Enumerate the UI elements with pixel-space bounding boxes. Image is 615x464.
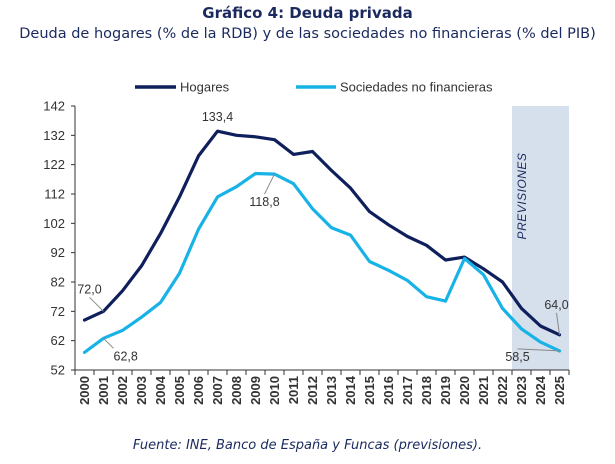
annotation-leader [517, 348, 560, 352]
data-annotations: 72,0 133,4 64,0 62,8 118,8 58,5 [77, 110, 568, 364]
y-tick-label: 92 [51, 245, 65, 260]
chart-subtitle: Deuda de hogares (% de la RDB) y de las … [19, 26, 596, 42]
x-tick-label: 2017 [400, 376, 415, 405]
data-label: 133,4 [202, 110, 233, 124]
y-tick-label: 132 [43, 128, 65, 143]
x-tick-label: 2000 [77, 376, 92, 405]
y-tick-label: 72 [51, 304, 65, 319]
y-tick-label: 62 [51, 333, 65, 348]
annotation-leader [264, 173, 275, 195]
y-tick-label: 82 [51, 275, 65, 290]
x-tick-label: 2003 [134, 376, 149, 405]
x-tick-label: 2007 [210, 376, 225, 405]
x-tick-label: 2024 [533, 375, 548, 405]
forecast-label: PREVISIONES [515, 153, 529, 240]
x-tick-label: 2002 [115, 376, 130, 405]
data-label: 64,0 [544, 298, 568, 312]
data-label: 118,8 [249, 195, 279, 209]
annotation-leader [89, 296, 104, 312]
series-line-sociedades [82, 171, 562, 354]
x-tick-label: 2022 [495, 376, 510, 405]
x-tick-label: 2001 [96, 376, 111, 405]
y-tick-label: 142 [43, 99, 65, 114]
x-tick-label: 2010 [267, 376, 282, 405]
x-tick-label: 2020 [457, 376, 472, 405]
annotation-leader [556, 312, 560, 335]
x-tick-label: 2011 [286, 376, 301, 404]
x-tick-label: 2005 [172, 376, 187, 405]
y-tick-label: 112 [44, 187, 65, 202]
legend: Hogares Sociedades no financieras [135, 80, 493, 95]
x-tick-label: 2015 [362, 376, 377, 405]
x-tick-label: 2016 [381, 376, 396, 405]
annotation-leader [103, 337, 114, 349]
data-label: 72,0 [77, 282, 101, 296]
legend-label-hogares: Hogares [180, 80, 230, 95]
y-tick-label: 102 [43, 216, 65, 231]
data-label: 58,5 [505, 350, 529, 364]
data-label: 62,8 [114, 349, 138, 363]
x-tick-label: 2012 [305, 376, 320, 405]
source-note: Fuente: INE, Banco de España y Funcas (p… [132, 438, 483, 453]
x-tick-label: 2021 [476, 376, 491, 405]
x-tick-label: 2018 [419, 376, 434, 405]
y-tick-label: 122 [43, 157, 65, 172]
x-tick-label: 2009 [248, 376, 263, 405]
chart-title: Gráfico 4: Deuda privada [202, 4, 413, 22]
x-tick-label: 2013 [324, 376, 339, 405]
x-tick-label: 2019 [438, 376, 453, 405]
x-tick-label: 2023 [514, 376, 529, 405]
legend-label-sociedades: Sociedades no financieras [340, 80, 493, 95]
y-tick-label: 52 [51, 363, 65, 378]
x-tick-label: 2006 [191, 376, 206, 405]
x-tick-label: 2014 [343, 375, 358, 405]
x-tick-labels: 2000 2001 2002 2003 2004 2005 2006 2007 2008 2009… [74, 370, 570, 405]
x-tick-label: 2025 [552, 376, 567, 405]
x-tick-label: 2008 [229, 376, 244, 405]
x-tick-label: 2004 [153, 375, 168, 405]
y-tick-labels: 52 62 72 82 92 102 112 122 132 142 [43, 99, 75, 378]
series-line-hogares [82, 129, 562, 337]
